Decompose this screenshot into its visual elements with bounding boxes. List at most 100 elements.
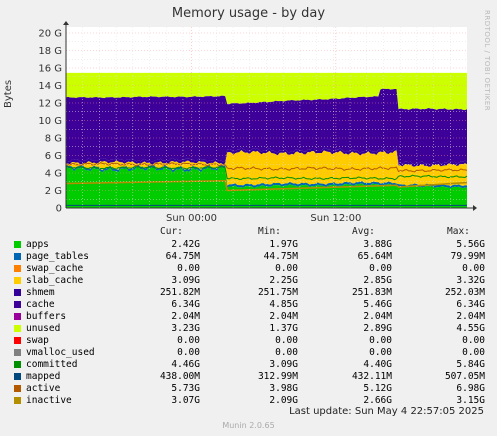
legend-row-apps: apps 2.42G 1.97G 3.88G 5.56G	[0, 239, 497, 251]
x-tick-label: Sun 12:00	[310, 213, 361, 224]
chart-plot: 0 2 G 4 G 6 G 8 G 10 G 12 G 14 G 16 G 18 G 20 G Sun…	[38, 21, 477, 224]
legend-label: mapped	[26, 371, 61, 382]
area-unused	[66, 72, 467, 111]
legend-swatch	[14, 385, 21, 392]
legend-value: 0.00	[275, 347, 298, 358]
legend-value: 3.98G	[269, 383, 298, 394]
y-tick-label: 6 G	[45, 151, 62, 162]
legend-label: apps	[26, 239, 49, 250]
legend-value: 312.99M	[257, 371, 298, 382]
y-tick-label: 2 G	[45, 186, 62, 197]
legend-value: 4.40G	[363, 359, 392, 370]
legend-label: slab_cache	[26, 275, 84, 286]
legend-value: 1.37G	[269, 323, 298, 334]
legend-value: 5.56G	[456, 239, 485, 250]
legend-label: unused	[26, 323, 61, 334]
legend-row-cache: cache 6.34G 4.85G 5.46G 6.34G	[0, 299, 497, 311]
legend-value: 0.00	[369, 347, 392, 358]
footer-version: Munin 2.0.65	[222, 421, 275, 430]
legend-swatch	[14, 397, 21, 404]
legend-header-max: Max:	[447, 226, 470, 237]
legend-value: 5.12G	[363, 383, 392, 394]
legend-value: 3.15G	[456, 395, 485, 406]
legend-value: 0.00	[462, 347, 485, 358]
legend-value: 507.05M	[444, 371, 485, 382]
legend-value: 2.04M	[456, 311, 485, 322]
legend-row-active: active 5.73G 3.98G 5.12G 6.98G	[0, 383, 497, 395]
y-tick-label: 20 G	[38, 29, 62, 40]
y-tick-label: 4 G	[45, 169, 62, 180]
legend-label: swap	[26, 335, 49, 346]
legend-value: 0.00	[275, 335, 298, 346]
legend-label: active	[26, 383, 61, 394]
legend-header-avg: Avg:	[352, 226, 375, 237]
legend-label: vmalloc_used	[26, 347, 95, 358]
legend-swatch	[14, 289, 21, 296]
legend-value: 4.46G	[171, 359, 200, 370]
legend-header-cur: Cur:	[160, 226, 183, 237]
chart-title: Memory usage - by day	[171, 6, 326, 21]
legend-value: 3.32G	[456, 275, 485, 286]
legend-value: 0.00	[177, 347, 200, 358]
legend-value: 5.73G	[171, 383, 200, 394]
legend-value: 438.00M	[159, 371, 200, 382]
legend-value: 2.25G	[269, 275, 298, 286]
legend-value: 0.00	[275, 263, 298, 274]
side-watermark: RRDTOOL / TOBI OETIKER	[483, 10, 491, 112]
legend-row-committed: committed 4.46G 3.09G 4.40G 5.84G	[0, 359, 497, 371]
line-committed	[65, 165, 468, 181]
legend-value: 2.89G	[363, 323, 392, 334]
legend-label: cache	[26, 299, 55, 310]
legend-value: 0.00	[177, 263, 200, 274]
y-tick-label: 10 G	[38, 116, 62, 127]
y-tick-label: 16 G	[38, 64, 62, 75]
legend-value: 0.00	[462, 335, 485, 346]
y-axis-arrow	[63, 21, 69, 25]
x-axis-arrow	[473, 205, 477, 211]
legend-value: 6.34G	[171, 299, 200, 310]
legend-row-slab-cache: slab_cache 3.09G 2.25G 2.85G 3.32G	[0, 275, 497, 287]
y-tick-label: 18 G	[38, 46, 62, 57]
legend-row-vmalloc-used: vmalloc_used 0.00 0.00 0.00 0.00	[0, 347, 497, 359]
legend-value: 6.34G	[456, 299, 485, 310]
legend-value: 2.04M	[269, 311, 298, 322]
legend-swatch	[14, 241, 21, 248]
legend-value: 251.75M	[257, 287, 298, 298]
legend-value: 3.88G	[363, 239, 392, 250]
legend-value: 5.84G	[456, 359, 485, 370]
area-shmem	[66, 147, 467, 167]
legend-value: 6.98G	[456, 383, 485, 394]
legend-header-min: Min:	[258, 226, 281, 237]
legend-value: 5.46G	[363, 299, 392, 310]
legend-value: 79.99M	[450, 251, 485, 262]
legend-value: 432.11M	[351, 371, 392, 382]
y-tick-label: 14 G	[38, 81, 62, 92]
legend-value: 3.23G	[171, 323, 200, 334]
legend-value: 1.97G	[269, 239, 298, 250]
legend-value: 65.64M	[357, 251, 392, 262]
y-tick-label: 8 G	[45, 134, 62, 145]
legend-label: swap_cache	[26, 263, 84, 274]
x-tick-label: Sun 00:00	[166, 213, 217, 224]
legend-value: 3.09G	[171, 275, 200, 286]
legend-swatch	[14, 277, 21, 284]
legend-label: buffers	[26, 311, 67, 322]
legend-value: 0.00	[369, 263, 392, 274]
legend-value: 0.00	[369, 335, 392, 346]
legend-value: 4.55G	[456, 323, 485, 334]
legend-value: 3.09G	[269, 359, 298, 370]
legend-row-swap-cache: swap_cache 0.00 0.00 0.00 0.00	[0, 263, 497, 275]
area-apps	[66, 166, 467, 208]
legend-label: inactive	[26, 395, 72, 406]
last-update: Last update: Sun May 4 22:57:05 2025	[289, 406, 484, 417]
legend-value: 44.75M	[263, 251, 298, 262]
y-tick-label: 12 G	[38, 99, 62, 110]
legend-value: 2.09G	[269, 395, 298, 406]
legend-swatch	[14, 325, 21, 332]
legend-row-inactive: inactive 3.07G 2.09G 2.66G 3.15G	[0, 395, 497, 407]
legend-label: shmem	[26, 287, 55, 298]
legend-swatch	[14, 313, 21, 320]
legend-value: 3.07G	[171, 395, 200, 406]
legend-value: 251.82M	[159, 287, 200, 298]
legend-value: 251.83M	[351, 287, 392, 298]
